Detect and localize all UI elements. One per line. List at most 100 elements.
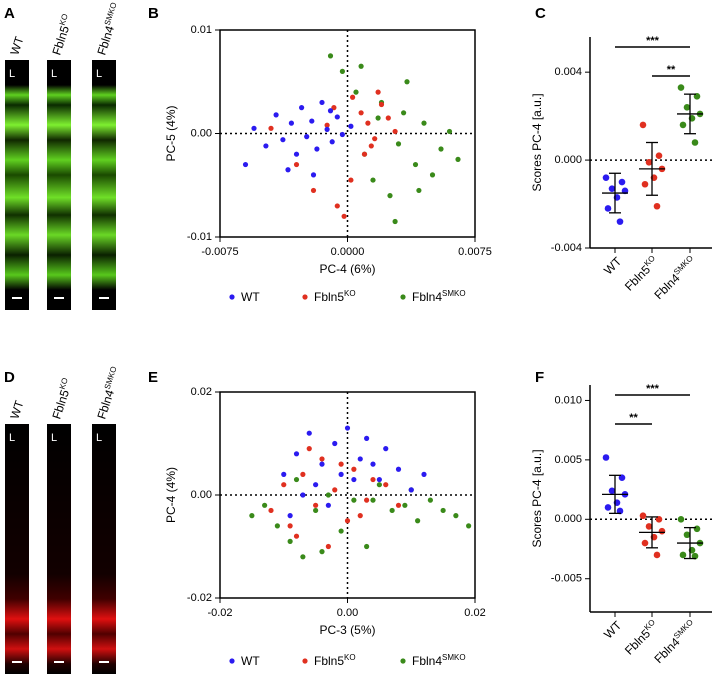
x-tick-label: 0.00: [337, 607, 358, 619]
point: [691, 552, 699, 560]
legend-label: Fbln5KO: [314, 289, 356, 305]
point: [455, 156, 461, 162]
legend-label-sup: SMKO: [442, 653, 466, 662]
point: [338, 528, 344, 534]
y-tick-label: 0.005: [554, 454, 582, 466]
x-tick-label: -0.0075: [201, 246, 238, 258]
point: [616, 218, 624, 225]
significance-label: ***: [646, 35, 660, 47]
point: [370, 461, 376, 467]
image-label-main: WT: [8, 34, 27, 57]
y-tick-label: -0.02: [187, 592, 212, 604]
point: [338, 471, 344, 477]
point: [412, 161, 419, 168]
point: [641, 180, 649, 188]
point: [395, 466, 402, 472]
significance-label: **: [629, 412, 638, 424]
image-label-sup: SMKO: [102, 1, 118, 26]
point: [341, 213, 347, 219]
image-label-sup: KO: [57, 377, 69, 391]
legend-marker: [302, 658, 308, 664]
point: [641, 539, 649, 547]
x-tick-label: 0.0000: [331, 246, 365, 258]
y-tick-label: 0.010: [554, 394, 582, 406]
point: [677, 84, 685, 91]
point: [608, 185, 616, 192]
point: [358, 63, 364, 69]
image-label-main: Fbln4: [95, 24, 118, 57]
point: [395, 502, 402, 508]
micrograph: [5, 60, 29, 310]
point: [306, 446, 312, 452]
panel-letter: F: [535, 369, 544, 386]
point: [604, 504, 612, 511]
point: [364, 435, 370, 441]
point: [331, 105, 337, 111]
point: [280, 137, 286, 143]
point: [427, 497, 433, 503]
point: [416, 187, 422, 194]
legend-label: WT: [241, 290, 260, 304]
point: [679, 121, 687, 129]
micrograph: [92, 60, 116, 310]
point: [268, 507, 274, 514]
image-label: WT: [8, 398, 27, 421]
legend-label: Fbln4SMKO: [412, 289, 466, 305]
legend-label: WT: [241, 654, 260, 668]
point: [324, 126, 330, 132]
point: [616, 507, 624, 515]
point: [327, 53, 334, 59]
point: [645, 523, 653, 530]
point: [604, 205, 612, 212]
point: [365, 120, 371, 126]
legend-label: Fbln5KO: [314, 653, 356, 669]
point: [429, 172, 436, 178]
point: [655, 515, 663, 523]
point: [293, 533, 300, 539]
point: [313, 502, 319, 508]
point: [299, 105, 305, 111]
lumen-label: L: [9, 68, 15, 80]
point: [314, 146, 320, 152]
point: [344, 518, 351, 524]
point: [404, 79, 410, 85]
point: [339, 68, 345, 74]
x-axis-label: PC-3 (5%): [319, 623, 375, 637]
point: [334, 114, 340, 120]
point: [602, 454, 610, 461]
legend-label-main: Fbln4: [412, 654, 442, 668]
micrograph: [5, 424, 29, 674]
point: [466, 523, 472, 529]
point: [351, 466, 357, 472]
y-tick-label: 0.02: [191, 386, 212, 398]
point: [387, 193, 393, 199]
point: [274, 523, 280, 529]
point: [645, 158, 653, 166]
point: [325, 543, 331, 550]
point: [693, 525, 701, 533]
point: [300, 471, 306, 477]
point: [324, 122, 330, 128]
image-label-sup: SMKO: [102, 365, 118, 390]
point: [325, 502, 331, 508]
legend-label-sup: KO: [344, 289, 356, 298]
point: [348, 177, 354, 183]
x-tick-label: WT: [601, 618, 625, 642]
point: [361, 151, 368, 157]
point: [287, 513, 293, 519]
point: [351, 497, 357, 503]
point: [327, 108, 334, 114]
point: [677, 515, 685, 523]
significance-label: ***: [646, 383, 660, 395]
point: [658, 527, 666, 535]
x-tick-label: WT: [601, 254, 625, 278]
point: [383, 482, 389, 488]
legend-label-sup: SMKO: [442, 289, 466, 298]
point: [348, 123, 354, 129]
point: [357, 513, 363, 519]
x-tick-label-sup: SMKO: [672, 617, 695, 640]
point: [281, 471, 287, 477]
point: [653, 202, 661, 210]
point: [375, 115, 381, 121]
